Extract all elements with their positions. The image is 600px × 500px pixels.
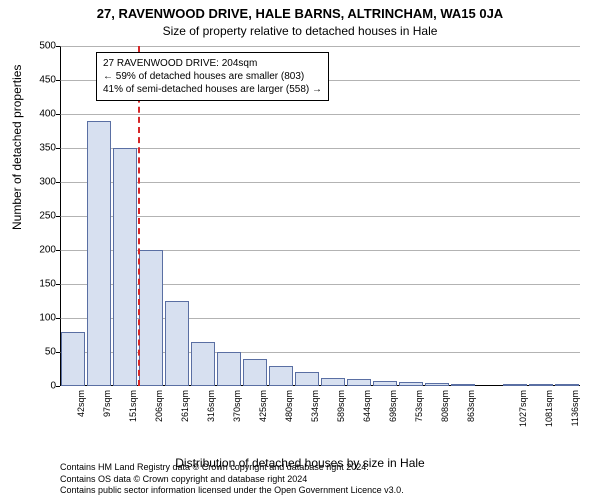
ytick-mark [56, 114, 60, 115]
xtick-label: 644sqm [362, 390, 372, 422]
ytick-label: 50 [26, 347, 56, 358]
bar [113, 148, 138, 386]
xtick-label: 97sqm [102, 390, 112, 417]
ytick-mark [56, 216, 60, 217]
bar [243, 359, 268, 386]
xtick-label: 1027sqm [518, 390, 528, 427]
ytick-mark [56, 386, 60, 387]
xtick-label: 534sqm [310, 390, 320, 422]
xtick-label: 206sqm [154, 390, 164, 422]
ytick-label: 300 [26, 177, 56, 188]
ytick-mark [56, 148, 60, 149]
xtick-label: 151sqm [128, 390, 138, 422]
xtick-label: 753sqm [414, 390, 424, 422]
ytick-label: 150 [26, 279, 56, 290]
bar [451, 384, 476, 386]
page-title: 27, RAVENWOOD DRIVE, HALE BARNS, ALTRINC… [0, 6, 600, 21]
bar [191, 342, 216, 386]
footer-attribution: Contains HM Land Registry data © Crown c… [60, 462, 404, 496]
xtick-label: 480sqm [284, 390, 294, 422]
bar [503, 384, 528, 386]
footer-line: Contains public sector information licen… [60, 485, 404, 496]
xtick-label: 1136sqm [570, 390, 580, 426]
bar [269, 366, 294, 386]
ytick-mark [56, 80, 60, 81]
ytick-mark [56, 284, 60, 285]
ytick-mark [56, 250, 60, 251]
annotation-box: 27 RAVENWOOD DRIVE: 204sqm← 59% of detac… [96, 52, 329, 101]
ytick-label: 400 [26, 109, 56, 120]
bar [165, 301, 190, 386]
ytick-label: 200 [26, 245, 56, 256]
ytick-mark [56, 182, 60, 183]
xtick-label: 589sqm [336, 390, 346, 422]
annotation-line: 41% of semi-detached houses are larger (… [103, 83, 322, 96]
annotation-line: ← 59% of detached houses are smaller (80… [103, 70, 322, 83]
ytick-label: 250 [26, 211, 56, 222]
xtick-label: 808sqm [440, 390, 450, 422]
ytick-mark [56, 352, 60, 353]
bar [373, 381, 398, 386]
xtick-label: 863sqm [466, 390, 476, 422]
bar [61, 332, 86, 386]
bar [217, 352, 242, 386]
y-axis-label: Number of detached properties [10, 65, 24, 230]
bar [295, 372, 320, 386]
bar [139, 250, 164, 386]
ytick-mark [56, 318, 60, 319]
annotation-line: 27 RAVENWOOD DRIVE: 204sqm [103, 57, 322, 70]
chart-plot: 42sqm97sqm151sqm206sqm261sqm316sqm370sqm… [60, 46, 580, 386]
footer-line: Contains HM Land Registry data © Crown c… [60, 462, 404, 473]
ytick-label: 350 [26, 143, 56, 154]
ytick-label: 100 [26, 313, 56, 324]
bar [555, 384, 580, 386]
xtick-label: 316sqm [206, 390, 216, 422]
ytick-mark [56, 46, 60, 47]
bar [529, 384, 554, 386]
bar [321, 378, 346, 386]
xtick-label: 698sqm [388, 390, 398, 422]
ytick-label: 0 [26, 381, 56, 392]
bar [425, 383, 450, 386]
xtick-label: 42sqm [76, 390, 86, 417]
ytick-label: 500 [26, 41, 56, 52]
bar [347, 379, 372, 386]
xtick-label: 261sqm [180, 390, 190, 422]
xtick-label: 425sqm [258, 390, 268, 422]
footer-line: Contains OS data © Crown copyright and d… [60, 474, 404, 485]
bar [87, 121, 112, 386]
xtick-label: 1081sqm [544, 390, 554, 427]
xtick-label: 370sqm [232, 390, 242, 422]
bar [399, 382, 424, 386]
chart-area: 42sqm97sqm151sqm206sqm261sqm316sqm370sqm… [60, 46, 580, 416]
ytick-label: 450 [26, 75, 56, 86]
page-subtitle: Size of property relative to detached ho… [0, 24, 600, 38]
